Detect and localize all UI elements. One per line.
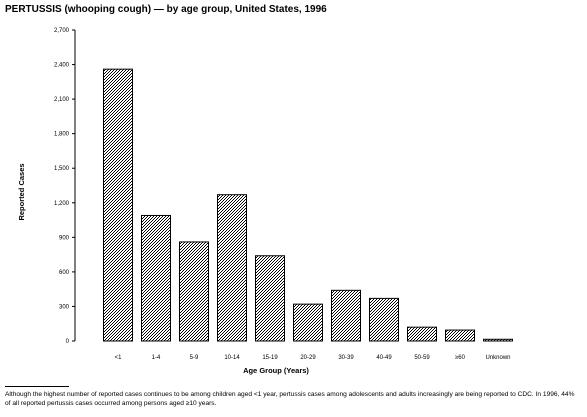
x-tick-label: Unknown	[485, 355, 510, 361]
y-axis: 0 300 600 900 1,200 1,500 1,800 2,100 2,400 2,700	[54, 28, 76, 345]
y-tick-label: 300	[59, 304, 70, 310]
y-tick-label: 2,400	[54, 63, 70, 69]
y-tick-label: 1,800	[54, 132, 70, 138]
footnote: Although the highest number of reported …	[5, 391, 575, 407]
x-tick-label: <1	[115, 355, 123, 361]
x-tick-label: ≥60	[455, 355, 466, 361]
x-tick-label: 40-49	[376, 355, 392, 361]
x-axis-tick-labels: <1 1-4 5-9 10-14 15-19 20-29 30-39 40-49 50-59 ≥6…	[115, 355, 511, 361]
x-tick-label: 1-4	[152, 355, 161, 361]
x-tick-label: 15-19	[262, 355, 278, 361]
x-tick-label: 20-29	[300, 355, 316, 361]
y-tick-label: 1,200	[54, 201, 70, 207]
chart-title: PERTUSSIS (whooping cough) — by age grou…	[5, 4, 327, 15]
bar	[103, 68, 133, 342]
y-tick-label: 0	[66, 339, 70, 345]
y-tick-label: 1,500	[54, 166, 70, 172]
x-tick-label: 50-59	[414, 355, 430, 361]
bar	[179, 241, 209, 342]
y-tick-label: 900	[59, 235, 70, 241]
bar	[293, 303, 323, 342]
x-tick-label: 30-39	[338, 355, 354, 361]
bar	[407, 326, 437, 342]
bar	[255, 255, 285, 342]
y-tick-label: 600	[59, 270, 70, 276]
footnote-rule	[5, 386, 69, 387]
bars	[103, 68, 513, 342]
x-tick-label: 10-14	[224, 355, 240, 361]
x-tick-label: 5-9	[190, 355, 199, 361]
y-axis-title: Reported Cases	[17, 163, 26, 220]
bar-chart: 0 300 600 900 1,200 1,500 1,800 2,100 2,400 2,700…	[17, 28, 513, 375]
bar	[217, 194, 247, 342]
y-tick-label: 2,700	[54, 28, 70, 34]
bar	[331, 289, 361, 342]
x-axis-title: Age Group (Years)	[243, 366, 309, 375]
bar	[445, 329, 475, 342]
bar	[141, 214, 171, 342]
y-tick-label: 2,100	[54, 97, 70, 103]
bar	[369, 297, 399, 342]
bar	[483, 338, 513, 342]
